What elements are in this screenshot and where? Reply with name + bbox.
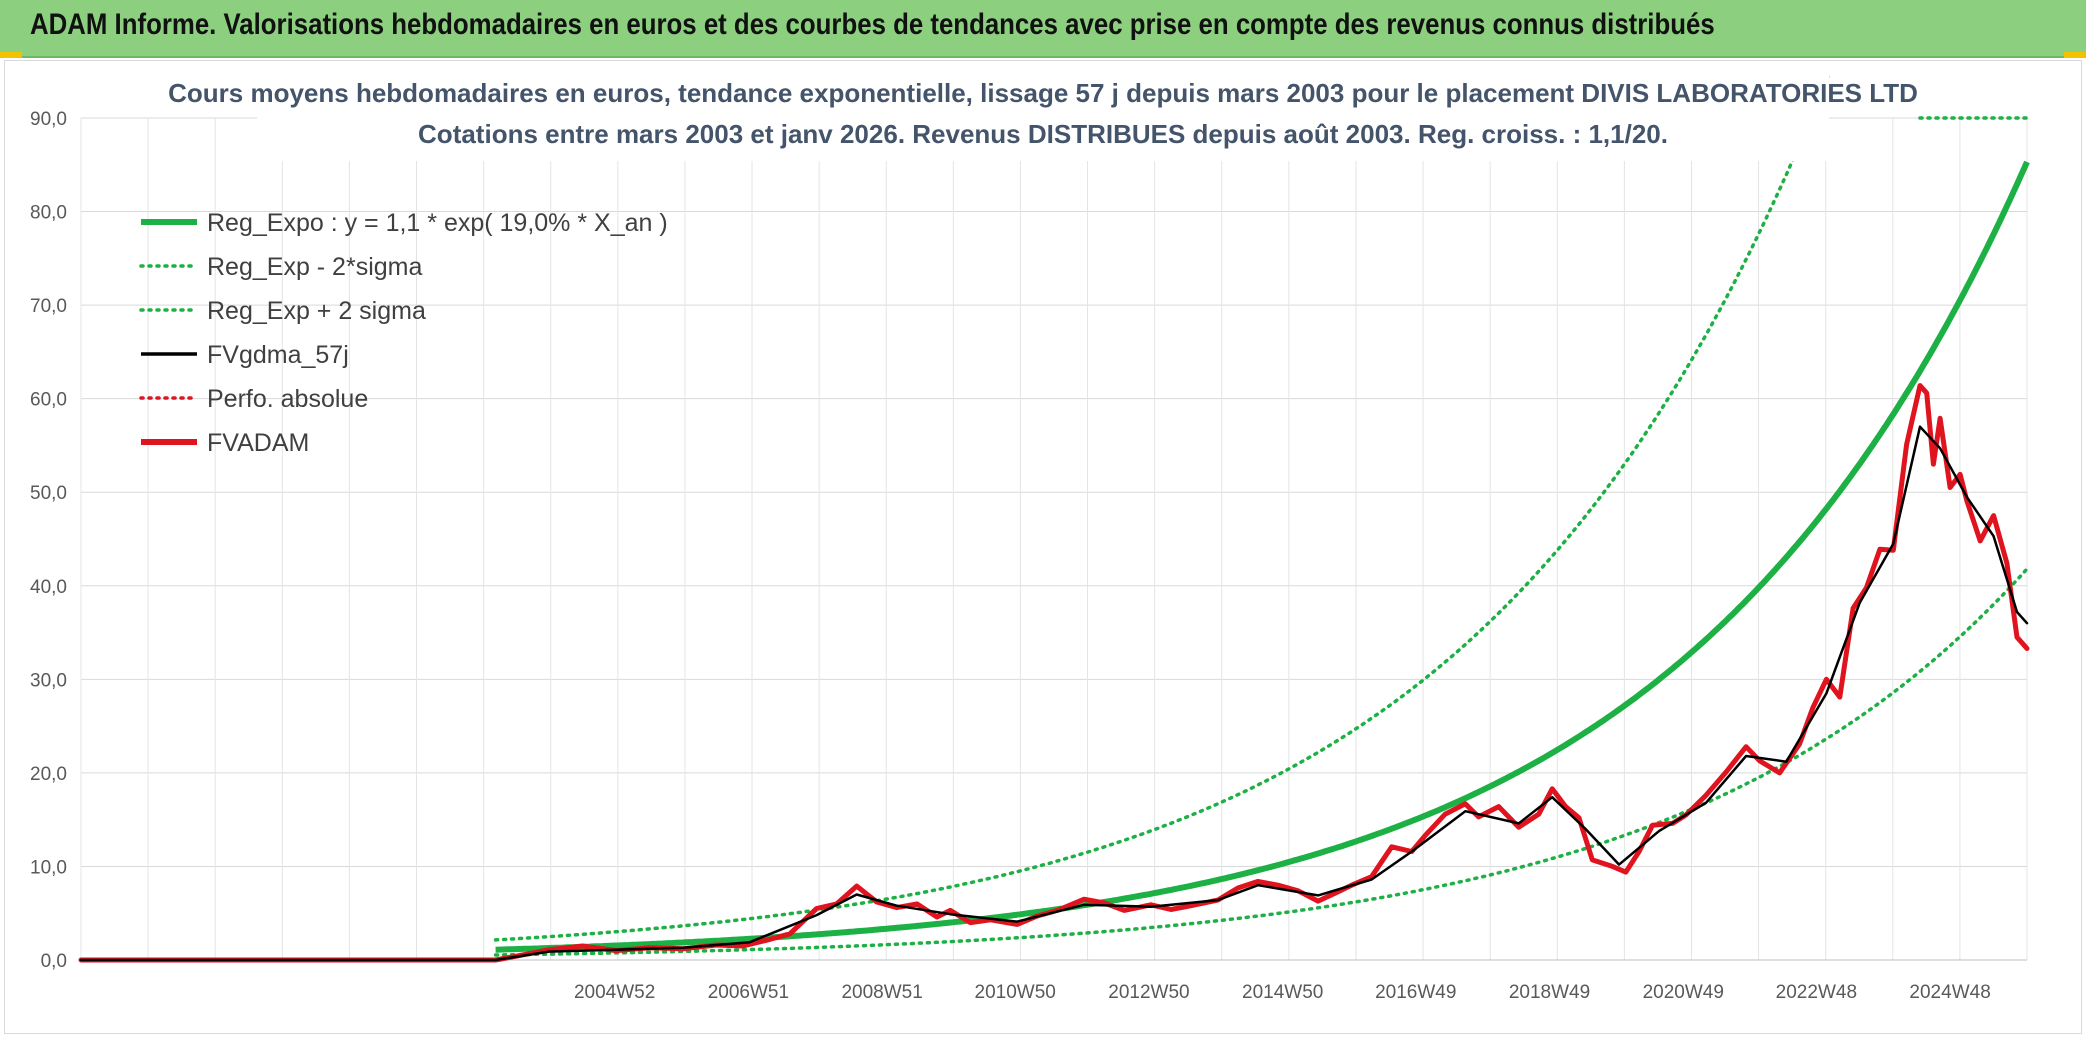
x-tick-label: 2020W49 <box>1643 982 1724 1003</box>
legend-label: Reg_Exp + 2 sigma <box>207 297 426 325</box>
chart: 0,010,020,030,040,050,060,070,080,090,0 … <box>30 65 2030 1003</box>
reg-expo-line <box>495 160 2030 953</box>
corner-accent-left <box>0 52 22 58</box>
y-tick-label: 10,0 <box>30 857 67 878</box>
x-axis-ticks: 2004W52 2006W51 2008W51 2010W50 2012W50 2014W… <box>574 982 1991 1003</box>
y-tick-label: 0,0 <box>41 951 67 972</box>
x-tick-label: 2014W50 <box>1242 982 1323 1003</box>
x-tick-label: 2024W48 <box>1909 982 1990 1003</box>
x-tick-label: 2022W48 <box>1776 982 1857 1003</box>
y-axis-ticks: 0,0 10,0 20,0 30,0 40,0 50,0 60,0 70,0 80,0 90,0 <box>30 109 67 972</box>
y-tick-label: 90,0 <box>30 109 67 130</box>
y-tick-label: 80,0 <box>30 203 67 224</box>
x-tick-label: 2018W49 <box>1509 982 1590 1003</box>
chart-frame: 0,0 10,0 20,0 30,0 40,0 50,0 60,0 70,0 80,0 90,0 … <box>4 60 2082 1034</box>
legend-label: Perfo. absolue <box>207 385 368 413</box>
page-title: ADAM Informe. Valorisations hebdomadaire… <box>30 8 1715 41</box>
chart-gridlines <box>80 117 2028 961</box>
y-tick-label: 70,0 <box>30 296 67 317</box>
legend: Reg_Expo : y = 1,1 * exp( 19,0% * X_an )… <box>139 209 668 457</box>
fvgdma-series-line <box>79 425 2029 962</box>
legend-label: Reg_Exp - 2*sigma <box>207 253 422 281</box>
y-tick-label: 30,0 <box>30 670 67 691</box>
title-backdrop <box>257 65 1829 161</box>
corner-accent-right <box>2064 52 2086 58</box>
x-tick-label: 2006W51 <box>708 982 789 1003</box>
x-tick-label: 2010W50 <box>975 982 1056 1003</box>
chart-title-line1: Cours moyens hebdomadaires en euros, ten… <box>168 78 1918 108</box>
legend-label: Reg_Expo : y = 1,1 * exp( 19,0% * X_an ) <box>207 209 668 237</box>
x-tick-label: 2008W51 <box>841 982 922 1003</box>
y-tick-label: 50,0 <box>30 483 67 504</box>
legend-label: FVgdma_57j <box>207 341 349 369</box>
x-tick-label: 2016W49 <box>1375 982 1456 1003</box>
y-tick-label: 60,0 <box>30 390 67 411</box>
y-tick-label: 20,0 <box>30 764 67 785</box>
fvadam-series-line <box>78 383 2030 963</box>
header-bar: ADAM Informe. Valorisations hebdomadaire… <box>0 0 2086 58</box>
reg-minus-2sigma-line <box>493 567 2029 957</box>
reg-plus-2sigma-line <box>493 69 1832 942</box>
chart-title-line2: Cotations entre mars 2003 et janv 2026. … <box>418 119 1668 149</box>
plot-area <box>78 69 2030 963</box>
x-tick-label: 2004W52 <box>574 982 655 1003</box>
y-tick-label: 40,0 <box>30 577 67 598</box>
x-tick-label: 2012W50 <box>1108 982 1189 1003</box>
legend-label: FVADAM <box>207 429 309 457</box>
